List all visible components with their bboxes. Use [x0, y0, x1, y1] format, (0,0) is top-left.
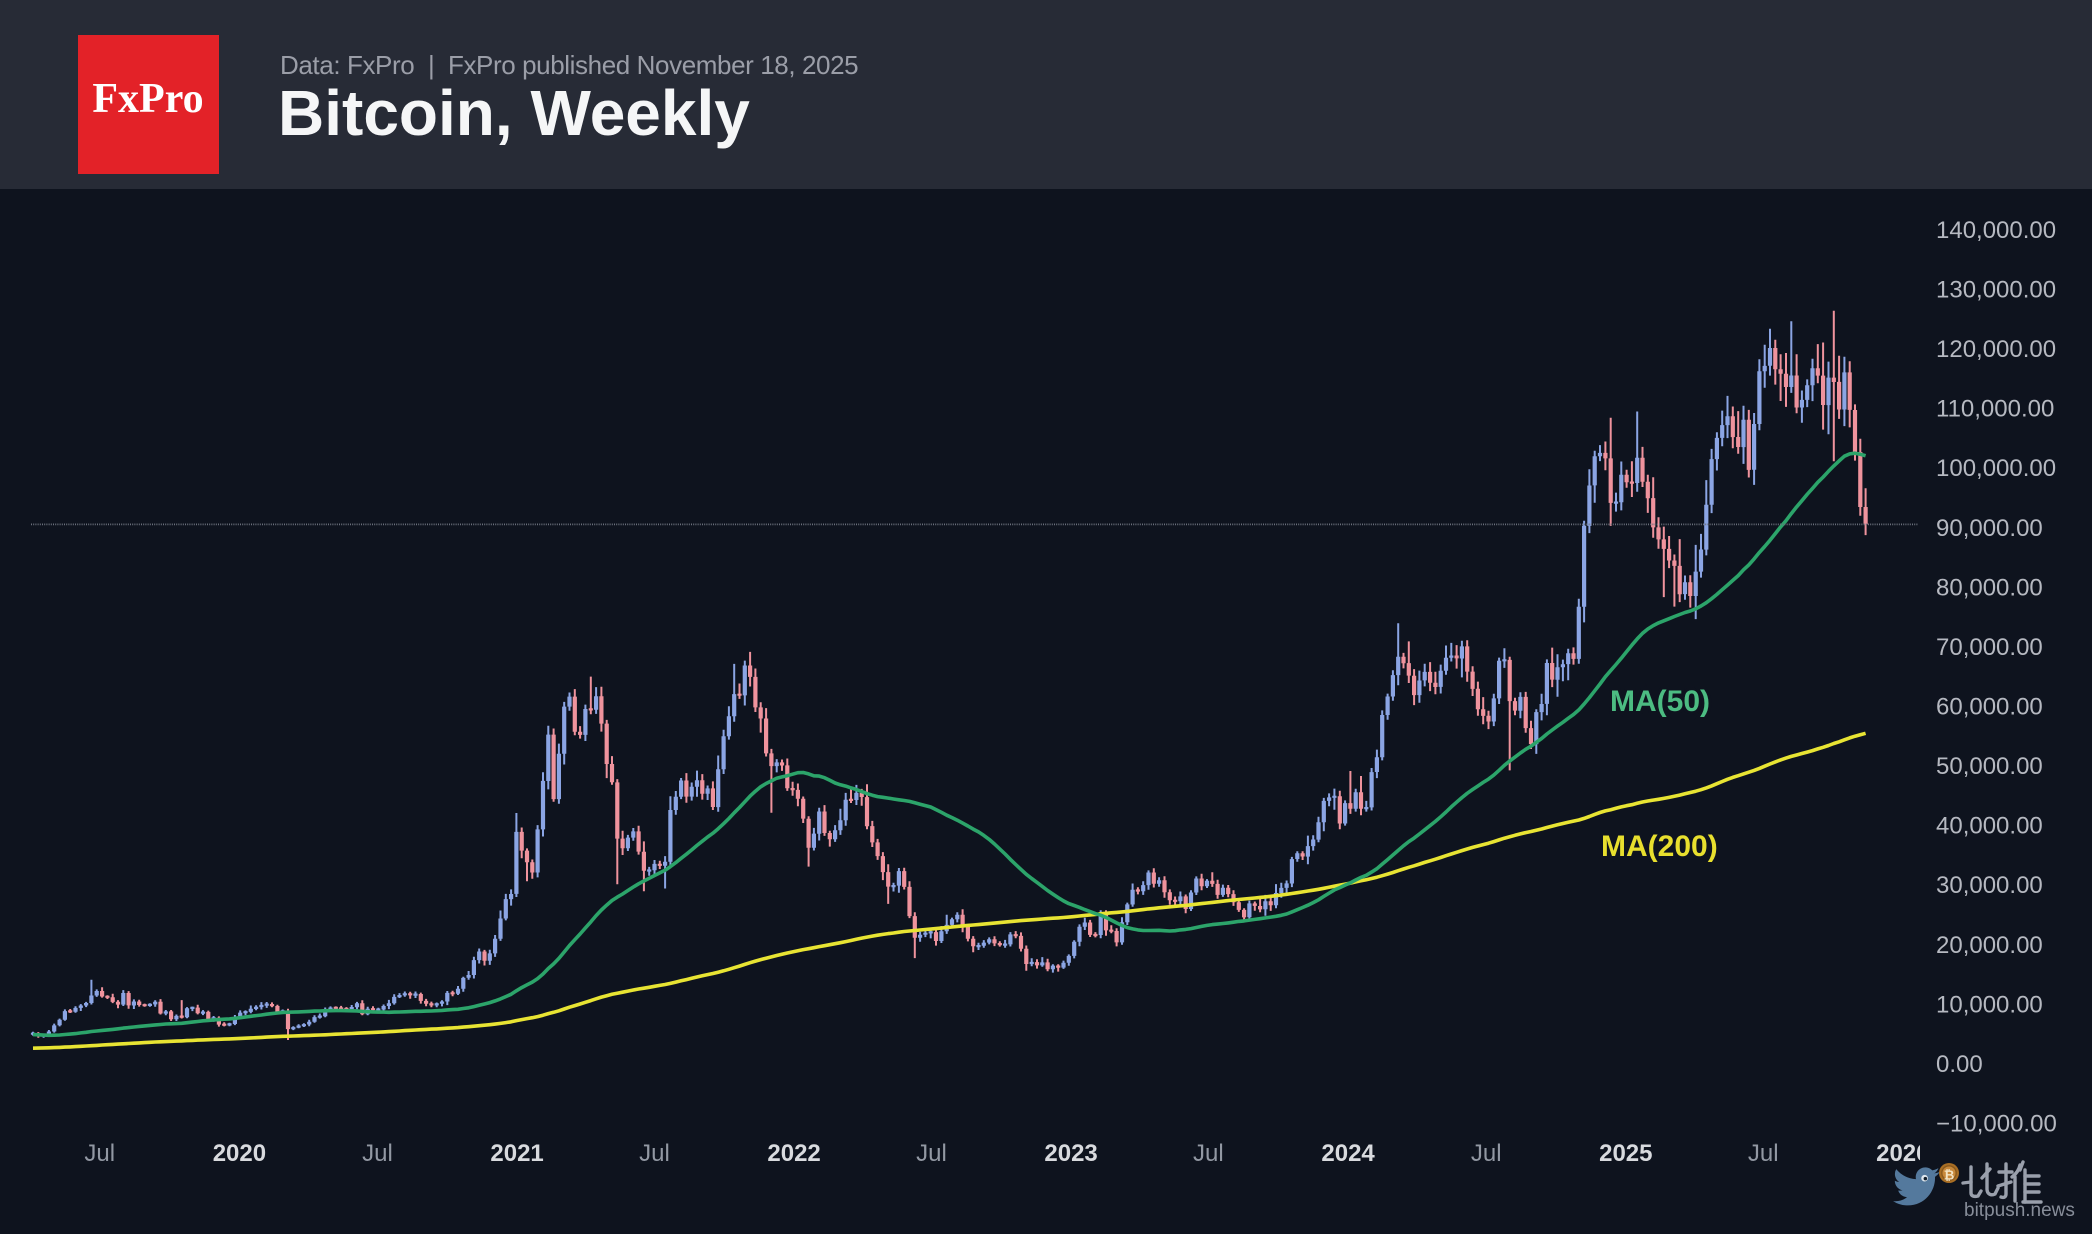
svg-text:FxPro: FxPro	[92, 76, 203, 122]
svg-text:90,000.00: 90,000.00	[1936, 515, 2043, 542]
svg-text:70,000.00: 70,000.00	[1936, 634, 2043, 661]
svg-text:Jul: Jul	[639, 1140, 670, 1167]
svg-text:MA(50): MA(50)	[1610, 685, 1710, 718]
svg-text:Jul: Jul	[362, 1140, 393, 1167]
svg-text:10,000.00: 10,000.00	[1936, 991, 2043, 1018]
svg-text:Jul: Jul	[1748, 1140, 1779, 1167]
svg-text:Jul: Jul	[84, 1140, 115, 1167]
svg-text:30,000.00: 30,000.00	[1936, 872, 2043, 899]
svg-text:2024: 2024	[1321, 1140, 1375, 1167]
svg-text:bitpush.news: bitpush.news	[1964, 1200, 2075, 1221]
svg-text:2025: 2025	[1599, 1140, 1652, 1167]
svg-text:20,000.00: 20,000.00	[1936, 932, 2043, 959]
svg-text:Jul: Jul	[916, 1140, 947, 1167]
svg-text:Bitcoin, Weekly: Bitcoin, Weekly	[278, 77, 750, 149]
svg-text:₿: ₿	[1944, 1168, 1955, 1183]
svg-text:60,000.00: 60,000.00	[1936, 694, 2043, 721]
svg-text:110,000.00: 110,000.00	[1936, 396, 2054, 423]
svg-text:MA(200): MA(200)	[1601, 830, 1718, 863]
svg-text:80,000.00: 80,000.00	[1936, 574, 2043, 601]
svg-text:0.00: 0.00	[1936, 1051, 1983, 1078]
svg-text:2021: 2021	[490, 1140, 543, 1167]
svg-text:−10,000.00: −10,000.00	[1936, 1111, 2057, 1138]
svg-text:120,000.00: 120,000.00	[1936, 336, 2056, 363]
svg-text:2026: 2026	[1876, 1140, 1929, 1167]
svg-text:100,000.00: 100,000.00	[1936, 455, 2056, 482]
svg-text:2020: 2020	[213, 1140, 266, 1167]
svg-text:40,000.00: 40,000.00	[1936, 813, 2043, 840]
svg-text:Jul: Jul	[1193, 1140, 1224, 1167]
svg-text:2022: 2022	[767, 1140, 820, 1167]
svg-text:Jul: Jul	[1471, 1140, 1502, 1167]
svg-text:Data: FxPro | FxPro publishe: Data: FxPro | FxPro published November 1…	[280, 50, 858, 80]
svg-text:2023: 2023	[1044, 1140, 1097, 1167]
svg-text:140,000.00: 140,000.00	[1936, 217, 2056, 244]
svg-text:130,000.00: 130,000.00	[1936, 277, 2056, 304]
svg-text:50,000.00: 50,000.00	[1936, 753, 2043, 780]
